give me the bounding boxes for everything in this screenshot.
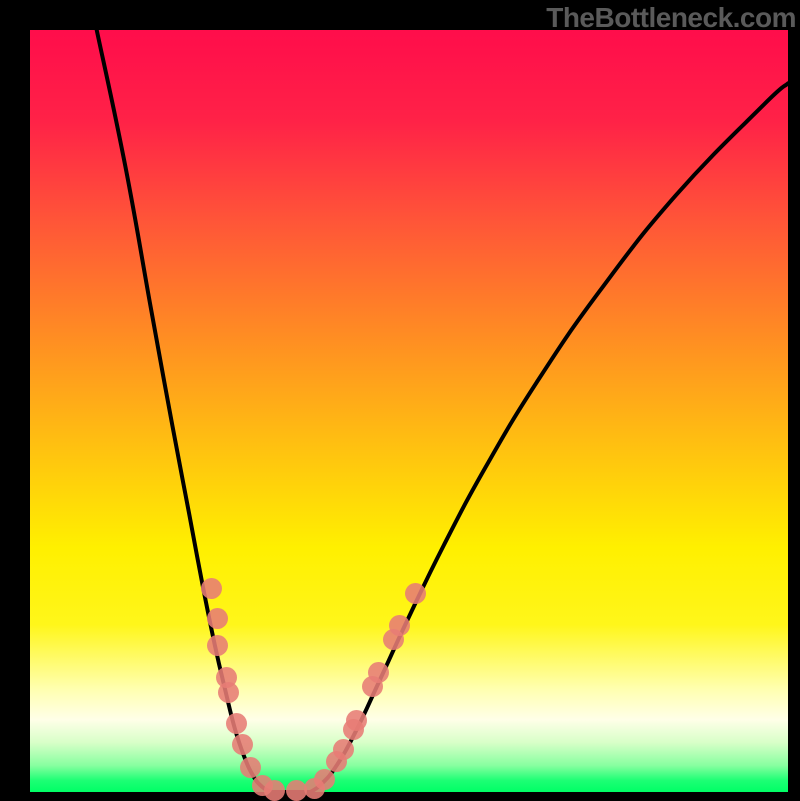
data-marker (368, 662, 389, 683)
data-marker (286, 780, 307, 801)
data-marker (232, 734, 253, 755)
plot-area (30, 30, 788, 792)
data-marker (207, 608, 228, 629)
data-marker (314, 769, 335, 790)
data-marker (389, 615, 410, 636)
data-marker (218, 682, 239, 703)
data-marker (346, 710, 367, 731)
data-marker (383, 629, 404, 650)
data-marker (362, 676, 383, 697)
outer-frame: TheBottleneck.com (0, 0, 800, 800)
data-marker (252, 775, 273, 796)
data-marker (304, 778, 325, 799)
data-marker (226, 713, 247, 734)
data-marker (201, 578, 222, 599)
data-marker (207, 635, 228, 656)
data-marker (405, 583, 426, 604)
data-marker (264, 780, 285, 801)
data-marker (333, 739, 354, 760)
data-marker (216, 667, 237, 688)
data-marker (240, 757, 261, 778)
data-marker (326, 751, 347, 772)
watermark-text: TheBottleneck.com (546, 2, 796, 34)
data-marker (343, 719, 364, 740)
markers-layer (30, 30, 788, 792)
